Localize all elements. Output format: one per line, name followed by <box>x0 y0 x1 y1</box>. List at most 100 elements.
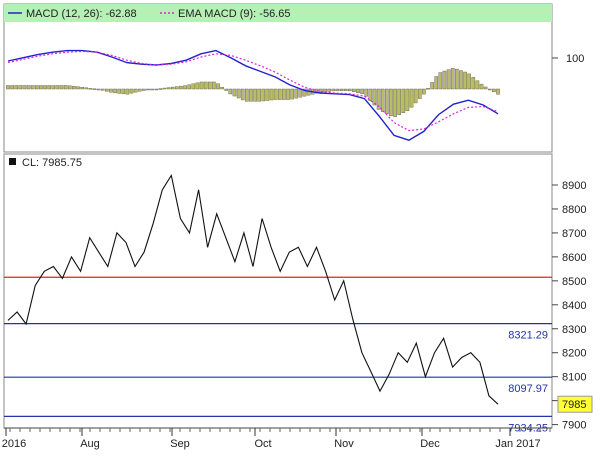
macd-histogram-bar <box>269 88 274 101</box>
macd-histogram-bar <box>376 88 381 110</box>
x-axis-label: Sep <box>170 438 190 450</box>
macd-histogram-bar <box>187 84 191 90</box>
macd-histogram-bar <box>306 88 311 96</box>
price-y-axis: 8900880087008600850084008300820081008000… <box>552 180 593 432</box>
macd-histogram-bar <box>179 85 183 90</box>
macd-histogram-bar <box>479 83 484 90</box>
macd-histogram-bar <box>413 88 418 104</box>
macd-histogram-bar <box>6 85 10 90</box>
macd-histogram-bar <box>483 86 488 90</box>
ema-legend-label: EMA MACD (9): -56.65 <box>178 8 290 20</box>
macd-histogram-bar <box>422 88 426 95</box>
macd-histogram-bar <box>67 85 72 90</box>
macd-histogram-bar <box>162 87 167 90</box>
macd-histogram-bar <box>72 86 76 90</box>
macd-histogram-bar <box>417 88 422 99</box>
macd-histogram-bar <box>487 88 492 91</box>
macd-histogram-bar <box>80 87 84 90</box>
macd-histogram-bar <box>166 87 171 90</box>
macd-histogram-bar <box>442 70 447 90</box>
macd-histogram-bar <box>455 68 459 90</box>
macd-histogram-bar <box>389 88 393 116</box>
macd-histogram-bar <box>282 88 286 100</box>
macd-histogram-bar <box>47 85 51 90</box>
macd-histogram-bar <box>331 88 336 92</box>
macd-histogram-bar <box>286 88 290 100</box>
price-level-label: 8097.97 <box>508 383 548 395</box>
macd-histogram-bar <box>129 88 134 94</box>
macd-histogram-bar <box>347 88 352 92</box>
macd-histogram-bar <box>109 88 113 93</box>
macd-histogram-bar <box>368 88 373 101</box>
price-ytick-label: 8500 <box>562 276 586 288</box>
macd-histogram-bar <box>496 88 500 95</box>
macd-histogram-bar <box>39 85 43 90</box>
macd-histogram-bar <box>228 88 233 95</box>
macd-histogram-bar <box>434 76 439 90</box>
macd-histogram-bar <box>253 88 257 102</box>
macd-histogram-bar <box>385 88 389 114</box>
macd-histogram-bar <box>14 85 19 90</box>
macd-histogram-bar <box>175 86 179 90</box>
macd-histogram-bar <box>150 88 154 91</box>
macd-histogram-bar <box>224 88 229 91</box>
macd-histogram-bar <box>30 85 35 90</box>
macd-histogram-bar <box>146 88 150 91</box>
price-ytick-label: 8900 <box>562 180 586 192</box>
macd-histogram-bar <box>339 88 344 91</box>
macd-histogram-bar <box>335 88 340 91</box>
x-axis-label: Aug <box>80 438 100 450</box>
macd-histogram-bar <box>154 88 159 91</box>
macd-histogram-bar <box>245 88 249 102</box>
macd-histogram-bar <box>277 88 282 100</box>
macd-histogram-bar <box>463 71 467 90</box>
macd-histogram-bar <box>26 85 31 90</box>
macd-histogram-bar <box>43 85 47 90</box>
macd-histogram-bar <box>265 88 270 101</box>
cl-price-line <box>7 173 499 405</box>
macd-histogram-bar <box>401 88 406 113</box>
macd-legend-bar <box>4 4 552 22</box>
macd-histogram-bar <box>125 88 130 95</box>
macd-histogram-bar <box>467 73 471 90</box>
macd-histogram-bar <box>298 88 303 98</box>
macd-histogram-bar <box>35 85 39 90</box>
last-value-badge-text: 7985 <box>562 399 586 411</box>
price-legend-label: CL: 7985.75 <box>22 157 82 169</box>
macd-histogram-bar <box>352 88 356 92</box>
macd-histogram-bar <box>372 88 377 106</box>
macd-histogram-bar <box>76 86 80 90</box>
macd-histogram-bar <box>257 88 261 102</box>
macd-series-line <box>7 49 499 141</box>
x-axis-label: Oct <box>254 438 271 450</box>
macd-histogram-bar <box>199 81 204 90</box>
macd-histogram-bar <box>249 88 253 102</box>
price-ytick-label: 8600 <box>562 252 586 264</box>
macd-histogram-bar <box>170 86 175 90</box>
price-level-label: 8321.29 <box>508 330 548 342</box>
macd-histogram-bar <box>84 87 89 90</box>
price-ytick-label: 8700 <box>562 228 586 240</box>
macd-histogram-bar <box>105 88 109 92</box>
macd-histogram-bar <box>203 81 208 90</box>
x-axis-label: Jan 2017 <box>495 438 540 450</box>
x-axis-label: Nov <box>334 438 354 450</box>
macd-histogram-bar <box>450 67 455 90</box>
macd-histogram-bar <box>158 88 163 90</box>
macd-histogram-bar <box>302 88 307 97</box>
macd-histogram-bar <box>438 72 443 90</box>
macd-plot <box>6 49 500 141</box>
macd-histogram-bar <box>22 85 27 90</box>
macd-histogram-bar <box>327 88 331 92</box>
price-ytick-label: 8200 <box>562 348 586 360</box>
macd-histogram-bar <box>360 88 364 94</box>
macd-histogram-bar <box>142 88 146 91</box>
macd-histogram-bar <box>133 88 138 93</box>
macd-histogram-bar <box>240 88 245 101</box>
macd-histogram-bar <box>459 70 463 90</box>
macd-histogram-bar <box>137 88 142 92</box>
macd-histogram-bar <box>393 88 397 117</box>
macd-histogram-bar <box>113 88 117 94</box>
